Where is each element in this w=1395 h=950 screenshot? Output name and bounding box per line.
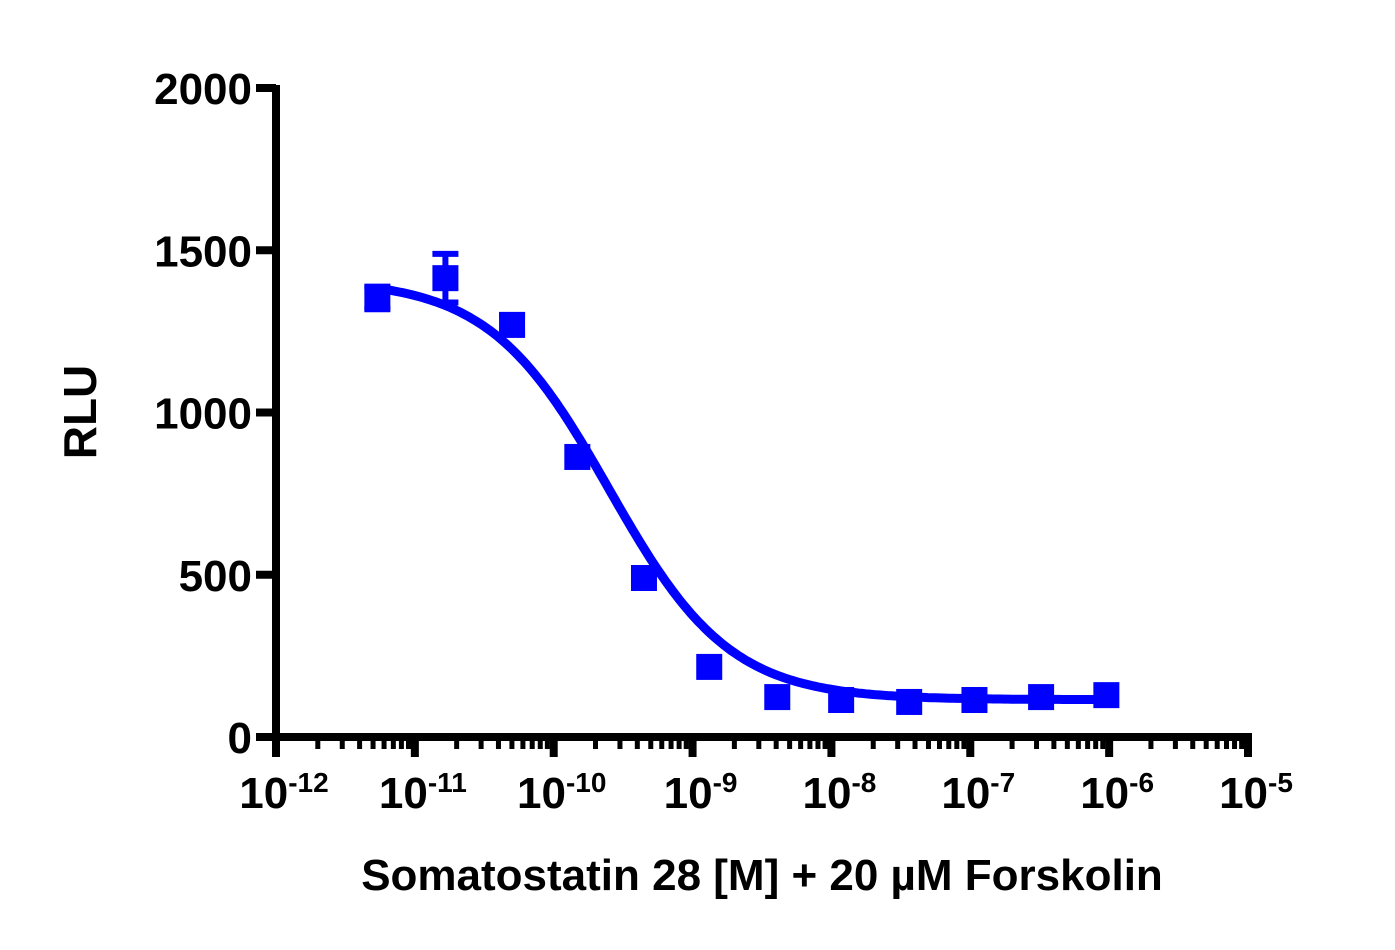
data-point-square (432, 265, 459, 292)
y-axis: 0 500 1000 1500 2000 (154, 65, 280, 763)
data-point-square (1028, 684, 1055, 711)
data-point-square (1093, 682, 1120, 709)
data-point-square (499, 311, 526, 338)
y-tick-label: 1500 (154, 227, 252, 276)
y-tick-label: 2000 (154, 65, 252, 114)
y-tick-label: 0 (228, 714, 252, 763)
x-tick-label: 10-5 (1219, 767, 1293, 818)
x-tick-label: 10-9 (664, 767, 738, 818)
data-point-square (764, 684, 791, 711)
fit-curve (376, 283, 1107, 705)
data-points (364, 250, 1120, 715)
y-axis-label: RLU (54, 365, 106, 460)
x-axis: 10-12 10-11 10-10 10-9 10-8 10-7 10-6 10-5 (239, 733, 1293, 818)
data-point-square (896, 688, 923, 715)
y-tick-label: 1000 (154, 390, 252, 439)
y-tick-label: 500 (179, 552, 252, 601)
x-tick-label: 10-12 (239, 767, 328, 818)
data-point-square (630, 564, 657, 591)
data-point-square (828, 687, 855, 714)
x-tick-label: 10-6 (1080, 767, 1154, 818)
data-point-square (364, 284, 391, 311)
fit-line (376, 283, 1107, 705)
x-axis-label: Somatostatin 28 [M] + 20 µM Forskolin (361, 851, 1163, 900)
data-point-square (961, 687, 988, 714)
data-point-square (696, 653, 723, 680)
data-point-square (564, 443, 591, 470)
x-tick-label: 10-7 (941, 767, 1015, 818)
x-tick-label: 10-10 (517, 767, 606, 818)
x-tick-label: 10-8 (802, 767, 876, 818)
x-tick-label: 10-11 (379, 767, 467, 818)
